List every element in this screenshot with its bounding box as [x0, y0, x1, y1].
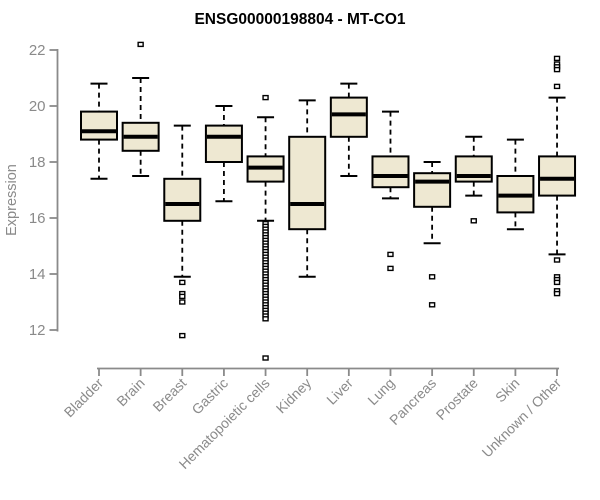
y-tick-label: 20: [29, 98, 46, 115]
boxplot-liver: [329, 82, 368, 177]
y-tick-label: 14: [29, 266, 46, 283]
x-tick-label-unknown-other: Unknown / Other: [479, 375, 565, 461]
y-tick-label: 22: [29, 42, 46, 59]
outlier-point: [262, 316, 269, 322]
boxplot-bladder: [80, 82, 118, 180]
x-tick-label-kidney: Kidney: [273, 375, 315, 417]
x-tick-label-bladder: Bladder: [61, 375, 107, 421]
boxplot-skin: [496, 138, 535, 231]
outlier-point: [553, 290, 561, 297]
outlier-point: [137, 41, 144, 48]
boxplot-series: [80, 41, 577, 361]
iqr-box: [204, 124, 243, 163]
boxplot-breast: [163, 124, 202, 339]
iqr-box: [371, 155, 410, 189]
outlier-point: [262, 355, 269, 361]
outlier-point: [179, 332, 186, 339]
outlier-point: [387, 251, 394, 258]
outlier-point: [428, 274, 436, 280]
boxplot-unknown-other: [538, 55, 577, 297]
x-tick-label-brain: Brain: [113, 375, 147, 409]
boxplot-prostate: [454, 135, 493, 224]
boxplot-brain: [121, 41, 160, 177]
outlier-point: [470, 218, 477, 224]
outlier-point: [553, 279, 561, 286]
outlier-point: [262, 94, 269, 101]
outlier-point: [553, 83, 561, 90]
y-tick-label: 16: [29, 210, 46, 227]
x-tick-label-lung: Lung: [364, 375, 397, 408]
boxplot-pancreas: [413, 161, 452, 308]
outlier-point: [553, 257, 561, 263]
outlier-point: [553, 66, 561, 73]
y-axis-title: Expression: [4, 164, 20, 236]
x-tick-label-liver: Liver: [323, 375, 356, 408]
iqr-box: [288, 135, 327, 231]
iqr-box: [163, 177, 202, 222]
boxplot-hematopoietic-cells: [246, 94, 285, 361]
x-tick-label-prostate: Prostate: [433, 375, 481, 423]
outlier-point: [428, 302, 436, 308]
chart-title: ENSG00000198804 - MT-CO1: [194, 11, 405, 28]
outlier-point: [387, 265, 394, 272]
iqr-box: [80, 110, 118, 141]
x-tick-label-breast: Breast: [149, 375, 189, 415]
outlier-point: [179, 279, 186, 286]
outlier-point: [179, 293, 186, 300]
x-tick-label-skin: Skin: [492, 375, 523, 406]
outlier-point: [179, 299, 186, 305]
boxplot-gastric: [204, 105, 243, 203]
iqr-box: [329, 96, 368, 138]
iqr-box: [538, 155, 577, 197]
y-tick-label: 18: [29, 154, 46, 171]
boxplot-lung: [371, 110, 410, 272]
outlier-point: [553, 55, 561, 62]
y-tick-label: 12: [29, 322, 46, 339]
iqr-box: [413, 172, 452, 208]
boxplot-kidney: [288, 99, 327, 278]
